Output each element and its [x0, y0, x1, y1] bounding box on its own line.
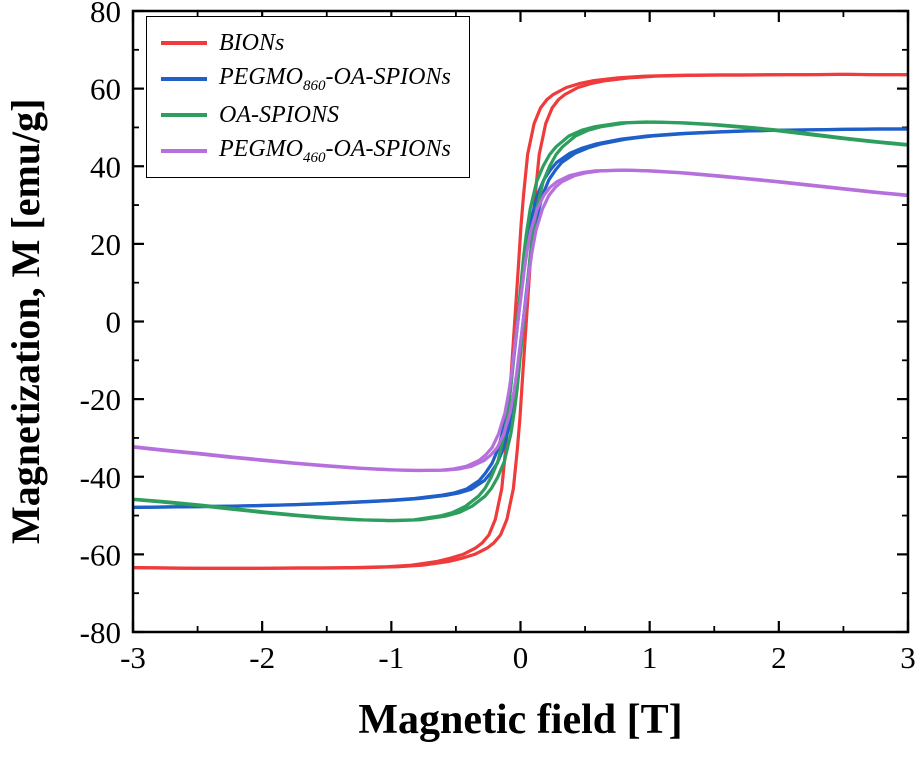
legend: BIONs PEGMO860-OA-SPIONs OA-SPIONS PEGMO460… [146, 16, 470, 178]
legend-label: PEGMO860-OA-SPIONs [219, 63, 451, 94]
y-tick-label: -40 [80, 460, 121, 495]
y-tick-label: -60 [80, 537, 121, 572]
x-axis-title: Magnetic field [T] [358, 697, 683, 743]
y-tick-label: 80 [90, 0, 121, 29]
y-axis-title: Magnetization, M [emu/g] [3, 98, 48, 545]
legend-item-0: BIONs [161, 27, 451, 59]
x-tick-label: 3 [900, 640, 916, 675]
legend-item-3: PEGMO460-OA-SPIONs [161, 135, 451, 167]
legend-line-swatch [161, 149, 207, 153]
x-tick-label: -2 [249, 640, 275, 675]
legend-label: PEGMO460-OA-SPIONs [219, 135, 451, 166]
y-tick-label: -20 [80, 382, 121, 417]
legend-item-1: PEGMO860-OA-SPIONs [161, 63, 451, 95]
legend-line-swatch [161, 113, 207, 117]
y-tick-label: 0 [106, 305, 122, 340]
legend-item-2: OA-SPIONS [161, 99, 451, 131]
legend-line-swatch [161, 41, 207, 45]
curve-pegmo860-oa-spions [133, 127, 908, 509]
plot-frame [131, 9, 910, 634]
legend-label: OA-SPIONS [219, 102, 339, 128]
x-tick-label: -1 [378, 640, 404, 675]
x-tick-label: 2 [771, 640, 787, 675]
curves-group [133, 72, 908, 570]
legend-line-swatch [161, 77, 207, 81]
x-tick-label: 1 [642, 640, 658, 675]
y-tick-label: 40 [90, 149, 121, 184]
y-tick-label: -80 [80, 615, 121, 650]
legend-label: BIONs [219, 30, 285, 56]
x-tick-label: 0 [513, 640, 529, 675]
y-tick-label: 60 [90, 72, 121, 107]
y-tick-label: 20 [90, 227, 121, 262]
curve-pegmo460-oa-spions [133, 168, 908, 473]
x-tick-label: -3 [120, 640, 146, 675]
curve-bions [133, 72, 908, 570]
